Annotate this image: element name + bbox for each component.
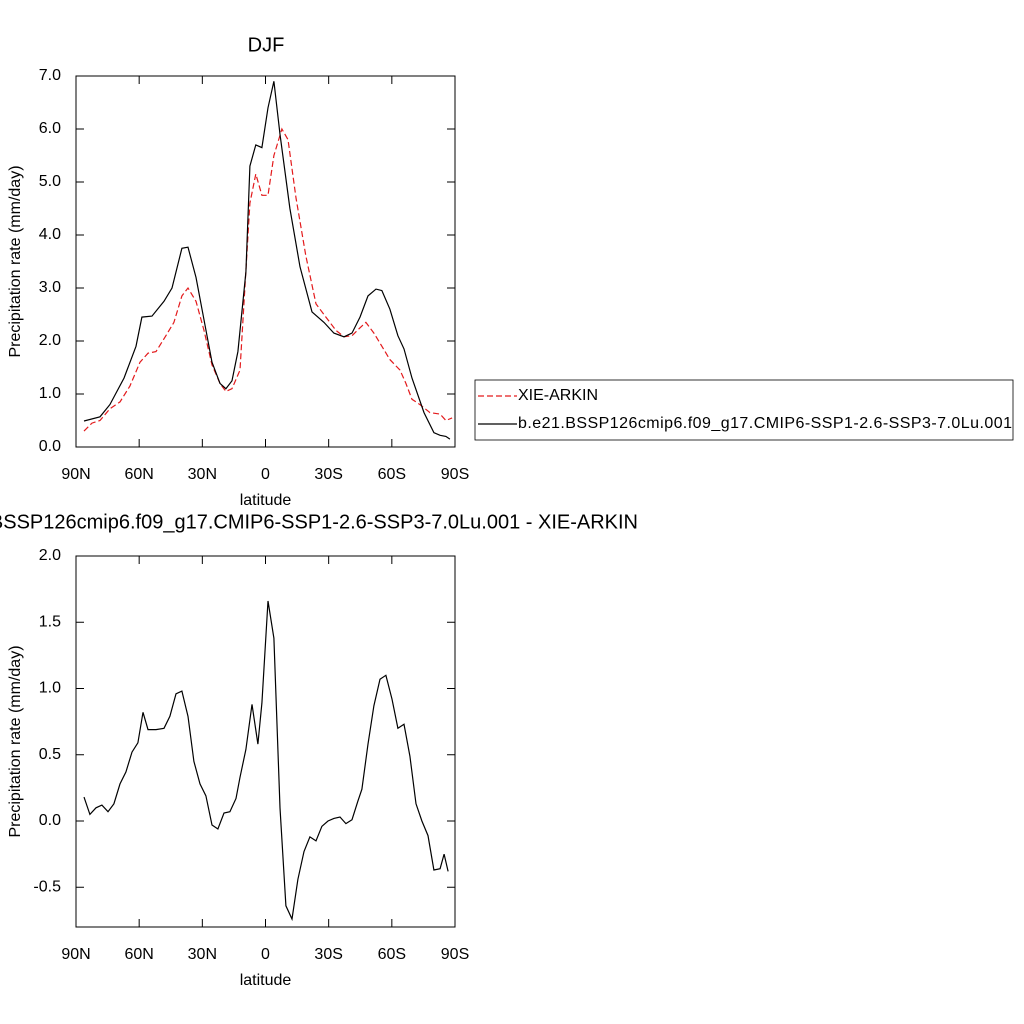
y-axis-label: Precipitation rate (mm/day)	[7, 165, 24, 357]
x-axis-label: latitude	[240, 972, 292, 989]
data-line	[83, 127, 453, 432]
x-tick-label: 60N	[124, 466, 153, 483]
y-tick-label: 0.5	[39, 746, 61, 763]
x-tick-label: 90S	[441, 466, 469, 483]
y-tick-label: 0.0	[39, 812, 61, 829]
x-tick-label: 60N	[124, 946, 153, 963]
y-tick-label: 7.0	[39, 67, 61, 84]
x-axis-label: latitude	[240, 492, 292, 509]
plot-frame	[75, 75, 456, 448]
y-tick-label: 4.0	[39, 226, 61, 243]
x-tick-label: 0	[261, 466, 270, 483]
y-tick-label: 2.0	[39, 332, 61, 349]
plot-frame	[75, 555, 456, 928]
legend-frame	[474, 379, 1014, 441]
y-tick-label: -0.5	[33, 878, 61, 895]
y-tick-label: 0.0	[39, 438, 61, 455]
x-tick-label: 30S	[314, 466, 342, 483]
data-line	[83, 600, 449, 922]
x-tick-label: 0	[261, 946, 270, 963]
y-tick-label: 2.0	[39, 547, 61, 564]
y-tick-label: 1.0	[39, 385, 61, 402]
legend-label: XIE-ARKIN	[518, 387, 598, 404]
x-tick-label: 30N	[188, 946, 217, 963]
y-tick-label: 1.5	[39, 613, 61, 630]
x-tick-label: 90N	[61, 946, 90, 963]
x-tick-label: 60S	[378, 466, 406, 483]
chart-title: DJF	[248, 34, 285, 56]
y-axis-label: Precipitation rate (mm/day)	[7, 645, 24, 837]
y-tick-label: 1.0	[39, 680, 61, 697]
legend-label: b.e21.BSSP126cmip6.f09_g17.CMIP6-SSP1-2.…	[518, 415, 1012, 432]
y-tick-label: 3.0	[39, 279, 61, 296]
x-tick-label: 30N	[188, 466, 217, 483]
y-tick-label: 5.0	[39, 173, 61, 190]
x-tick-label: 90N	[61, 466, 90, 483]
x-tick-label: 30S	[314, 946, 342, 963]
data-line	[83, 81, 451, 440]
y-tick-label: 6.0	[39, 120, 61, 137]
chart-title: b.e21.BSSP126cmip6.f09_g17.CMIP6-SSP1-2.…	[0, 511, 638, 533]
x-tick-label: 90S	[441, 946, 469, 963]
x-tick-label: 60S	[378, 946, 406, 963]
